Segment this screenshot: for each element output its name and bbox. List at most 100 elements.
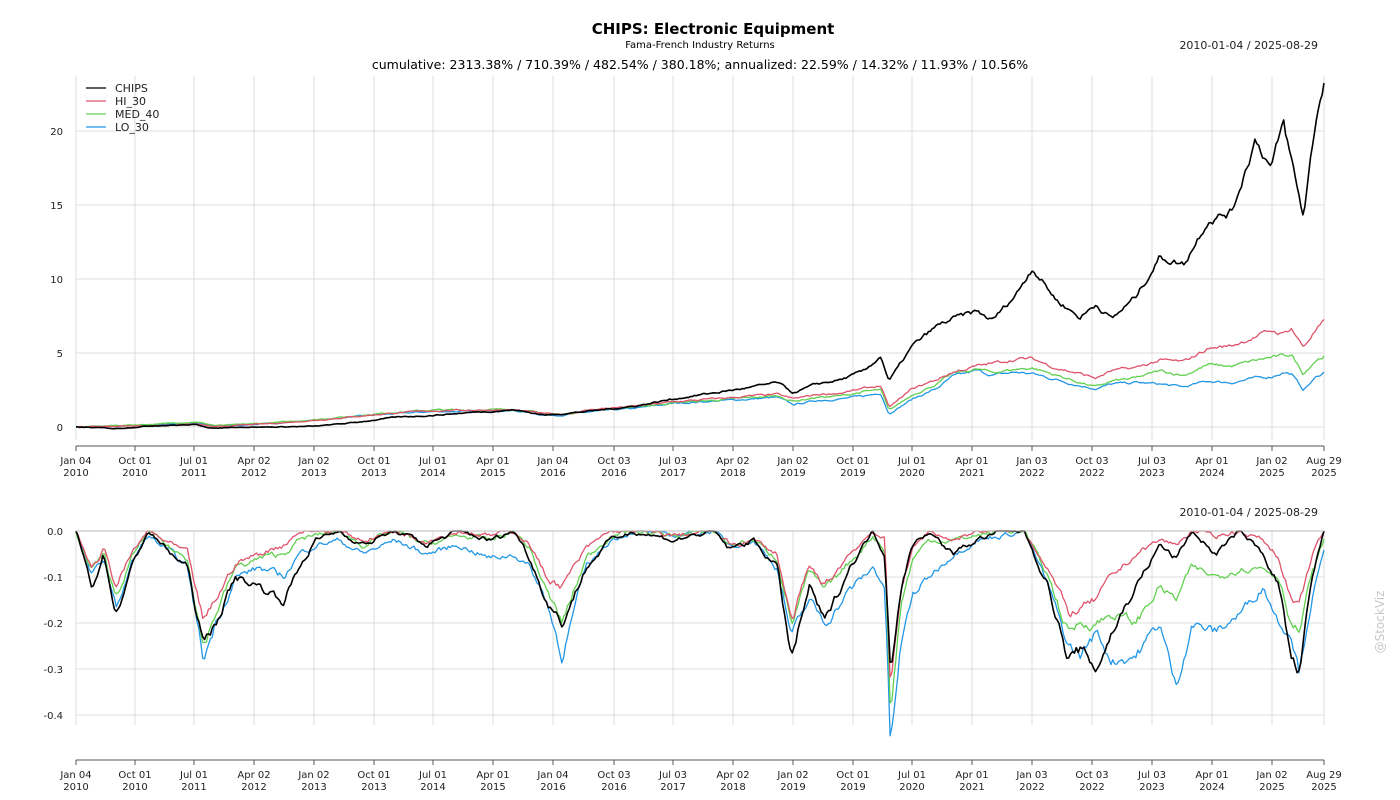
legend-label: HI_30 [115,95,146,108]
legend-label: LO_30 [115,121,149,134]
x-tick-label: Jan 02 [297,456,329,467]
watermark-text: @StockViz [1373,591,1387,654]
y-tick-label: -0.3 [43,665,63,676]
x-tick-year: 2011 [181,782,206,793]
x-tick-label: Jan 02 [297,770,329,781]
x-tick-label: Oct 03 [597,770,630,781]
legend-label: CHIPS [115,82,148,95]
x-tick-year: 2021 [959,782,984,793]
x-tick-year: 2013 [301,782,326,793]
x-tick-label: Aug 29 [1306,770,1341,781]
grid-lines [75,530,1325,725]
chart-subtitle: Fama-French Industry Returns [625,40,775,51]
x-tick-year: 2019 [780,782,805,793]
x-tick-year: 2022 [1079,468,1104,479]
legend-item: MED_40 [86,108,159,121]
x-tick-label: Jul 01 [418,456,447,467]
grid-lines [75,76,1325,440]
x-tick-label: Aug 29 [1306,456,1341,467]
x-tick-year: 2013 [361,468,386,479]
series-line-lo-30 [75,369,1325,428]
x-tick-year: 2010 [122,782,147,793]
x-tick-year: 2013 [361,782,386,793]
x-tick-label: Jul 03 [658,770,687,781]
x-tick-label: Jan 02 [776,456,808,467]
x-tick-year: 2022 [1019,782,1044,793]
x-tick-year: 2014 [420,782,445,793]
x-tick-year: 2016 [601,468,626,479]
x-tick-year: 2022 [1019,468,1044,479]
x-tick-year: 2016 [601,782,626,793]
x-tick-label: Apr 02 [237,770,270,781]
x-tick-year: 2022 [1079,782,1104,793]
series-line-med-40 [75,530,1325,704]
x-tick-year: 2014 [420,468,445,479]
summary-stats: cumulative: 2313.38% / 710.39% / 482.54%… [372,57,1028,72]
series-line-chips [75,530,1325,674]
x-tick-year: 2024 [1199,468,1224,479]
y-tick-label: -0.1 [43,573,63,584]
x-tick-label: Oct 03 [597,456,630,467]
x-tick-label: Jan 03 [1015,770,1047,781]
y-tick-label: 10 [50,275,63,286]
x-tick-label: Oct 03 [1075,770,1108,781]
x-tick-label: Jul 01 [418,770,447,781]
x-tick-year: 2013 [301,468,326,479]
x-tick-year: 2023 [1139,782,1164,793]
x-tick-label: Oct 03 [1075,456,1108,467]
x-tick-label: Oct 01 [836,456,869,467]
legend-item: CHIPS [86,82,148,95]
x-tick-year: 2025 [1259,782,1284,793]
x-tick-label: Jul 03 [658,456,687,467]
x-tick-year: 2016 [540,782,565,793]
x-tick-year: 2015 [480,782,505,793]
chart-title: CHIPS: Electronic Equipment [592,20,835,38]
x-tick-year: 2010 [122,468,147,479]
x-tick-year: 2024 [1199,782,1224,793]
legend-label: MED_40 [115,108,159,121]
y-tick-label: -0.2 [43,619,63,630]
x-tick-label: Jan 02 [1255,770,1287,781]
x-tick-year: 2020 [899,468,924,479]
x-tick-label: Jul 03 [1137,770,1166,781]
x-tick-label: Apr 01 [1195,456,1228,467]
x-tick-label: Jul 01 [897,456,926,467]
series-line-chips [75,82,1325,430]
x-tick-year: 2015 [480,468,505,479]
x-tick-label: Jul 03 [1137,456,1166,467]
x-tick-year: 2018 [720,782,745,793]
x-tick-year: 2019 [840,468,865,479]
x-tick-label: Apr 02 [716,770,749,781]
x-tick-year: 2018 [720,468,745,479]
top-date-range: 2010-01-04 / 2025-08-29 [1179,39,1318,52]
legend-item: LO_30 [86,121,149,134]
x-tick-label: Jan 04 [59,456,91,467]
x-tick-year: 2017 [660,782,685,793]
y-tick-label: -0.4 [43,711,63,722]
series-line-hi-30 [75,318,1325,428]
y-tick-label: 5 [57,349,63,360]
x-tick-label: Jul 01 [897,770,926,781]
legend-item: HI_30 [86,95,146,108]
x-tick-label: Oct 01 [118,770,151,781]
x-tick-label: Oct 01 [118,456,151,467]
x-tick-year: 2017 [660,468,685,479]
y-tick-label: 0.0 [47,527,63,538]
y-tick-label: 20 [50,127,63,138]
x-tick-label: Jul 01 [179,456,208,467]
series-line-lo-30 [75,530,1325,737]
y-tick-label: 0 [57,423,63,434]
x-tick-year: 2019 [780,468,805,479]
x-tick-year: 2023 [1139,468,1164,479]
x-tick-label: Jan 02 [1255,456,1287,467]
x-tick-label: Oct 01 [357,456,390,467]
x-tick-year: 2025 [1259,468,1284,479]
x-tick-label: Apr 01 [476,770,509,781]
x-tick-label: Oct 01 [357,770,390,781]
x-tick-year: 2012 [241,468,266,479]
y-tick-label: 15 [50,201,63,212]
x-tick-label: Jan 04 [59,770,91,781]
